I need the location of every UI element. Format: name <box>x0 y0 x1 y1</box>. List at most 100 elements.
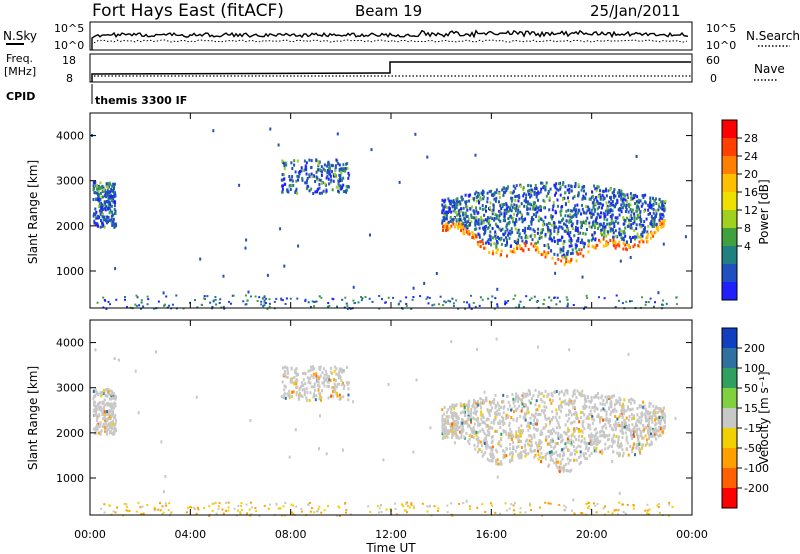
echo-cell <box>494 213 497 217</box>
echo-cell <box>646 239 649 243</box>
echo-cell <box>464 211 467 215</box>
echo-cell <box>329 180 332 184</box>
freq-tick-bottom: 8 <box>66 72 73 85</box>
echo-cell <box>459 202 462 206</box>
echo-cell <box>535 207 538 211</box>
echo-cell <box>346 167 349 170</box>
echo-cell <box>520 453 523 457</box>
echo-cell <box>113 406 116 410</box>
echo-cell <box>279 507 282 510</box>
echo-cell <box>548 198 551 202</box>
echo-cell <box>519 432 522 435</box>
echo-cell <box>534 244 537 248</box>
echo-cell <box>520 440 522 443</box>
echo-cell <box>625 416 628 420</box>
echo-cell <box>334 365 337 369</box>
echo-cell <box>108 211 111 215</box>
echo-cell <box>556 465 559 469</box>
echo-cell <box>554 431 557 435</box>
echo-cell <box>595 406 598 410</box>
echo-cell <box>588 412 591 416</box>
echo-cell <box>337 372 340 376</box>
echo-cell <box>305 172 308 176</box>
echo-cell <box>446 504 449 507</box>
echo-cell <box>475 219 478 223</box>
echo-cell <box>571 433 574 437</box>
echo-cell <box>295 505 298 508</box>
echo-cell <box>551 432 554 436</box>
echo-cell <box>455 403 458 407</box>
echo-cell <box>293 382 296 386</box>
echo-cell <box>485 241 487 245</box>
echo-cell <box>347 381 350 385</box>
echo-cell <box>535 443 538 447</box>
echo-cell <box>637 198 640 202</box>
echo-cell <box>630 226 633 230</box>
echo-cell <box>92 427 95 431</box>
echo-cell <box>593 245 596 249</box>
echo-cell <box>291 167 294 170</box>
echo-cell <box>650 442 653 446</box>
echo-cell <box>492 208 495 212</box>
echo-cell <box>649 236 652 240</box>
echo-cell <box>497 421 499 425</box>
echo-cell <box>335 367 338 371</box>
echo-cell <box>512 397 515 401</box>
echo-cell <box>497 225 500 229</box>
echo-cell <box>534 412 537 416</box>
echo-cell <box>563 430 566 434</box>
echo-cell <box>100 195 103 199</box>
echo-cell <box>109 389 112 393</box>
echo-cell <box>340 169 343 173</box>
echo-cell <box>588 221 591 225</box>
echo-cell <box>583 403 586 407</box>
echo-cell <box>323 373 326 377</box>
echo-cell <box>547 435 550 438</box>
echo-cell <box>661 410 664 414</box>
echo-cell <box>599 222 602 226</box>
echo-cell <box>341 298 344 301</box>
echo-cell <box>504 219 506 223</box>
echo-cell <box>225 501 227 504</box>
echo-cell <box>322 381 325 385</box>
echo-cell <box>602 211 605 215</box>
echo-cell <box>641 411 644 415</box>
echo-cell <box>656 429 659 433</box>
echo-cell <box>604 442 607 446</box>
echo-cell <box>522 449 525 453</box>
echo-cell <box>194 299 196 302</box>
echo-cell <box>319 374 322 378</box>
echo-cell <box>491 227 494 230</box>
echo-cell <box>441 429 444 433</box>
echo-cell <box>663 209 666 213</box>
echo-cell <box>310 507 313 510</box>
echo-cell <box>294 428 297 432</box>
echo-cell <box>311 175 314 179</box>
echo-cell <box>106 215 109 219</box>
echo-cell <box>592 237 594 241</box>
echo-cell <box>555 182 558 186</box>
echo-cell <box>486 200 489 204</box>
echo-cell <box>516 407 519 411</box>
echo-cell <box>621 422 624 426</box>
echo-cell <box>512 504 515 507</box>
echo-cell <box>652 219 655 223</box>
echo-cell <box>557 431 560 435</box>
echo-cell <box>101 425 104 429</box>
echo-cell <box>162 511 165 514</box>
echo-cell <box>217 505 220 508</box>
echo-cell <box>562 400 565 404</box>
echo-cell <box>630 401 633 405</box>
echo-cell <box>631 429 634 433</box>
echo-cell <box>517 241 519 245</box>
echo-cell <box>586 507 589 510</box>
echo-cell <box>109 202 112 206</box>
echo-cell <box>112 392 115 396</box>
echo-cell <box>543 298 546 301</box>
echo-cell <box>310 166 313 170</box>
echo-cell <box>593 395 596 399</box>
echo-cell <box>580 429 582 433</box>
echo-cell <box>470 408 473 411</box>
echo-cell <box>290 377 293 381</box>
echo-cell <box>631 194 634 198</box>
